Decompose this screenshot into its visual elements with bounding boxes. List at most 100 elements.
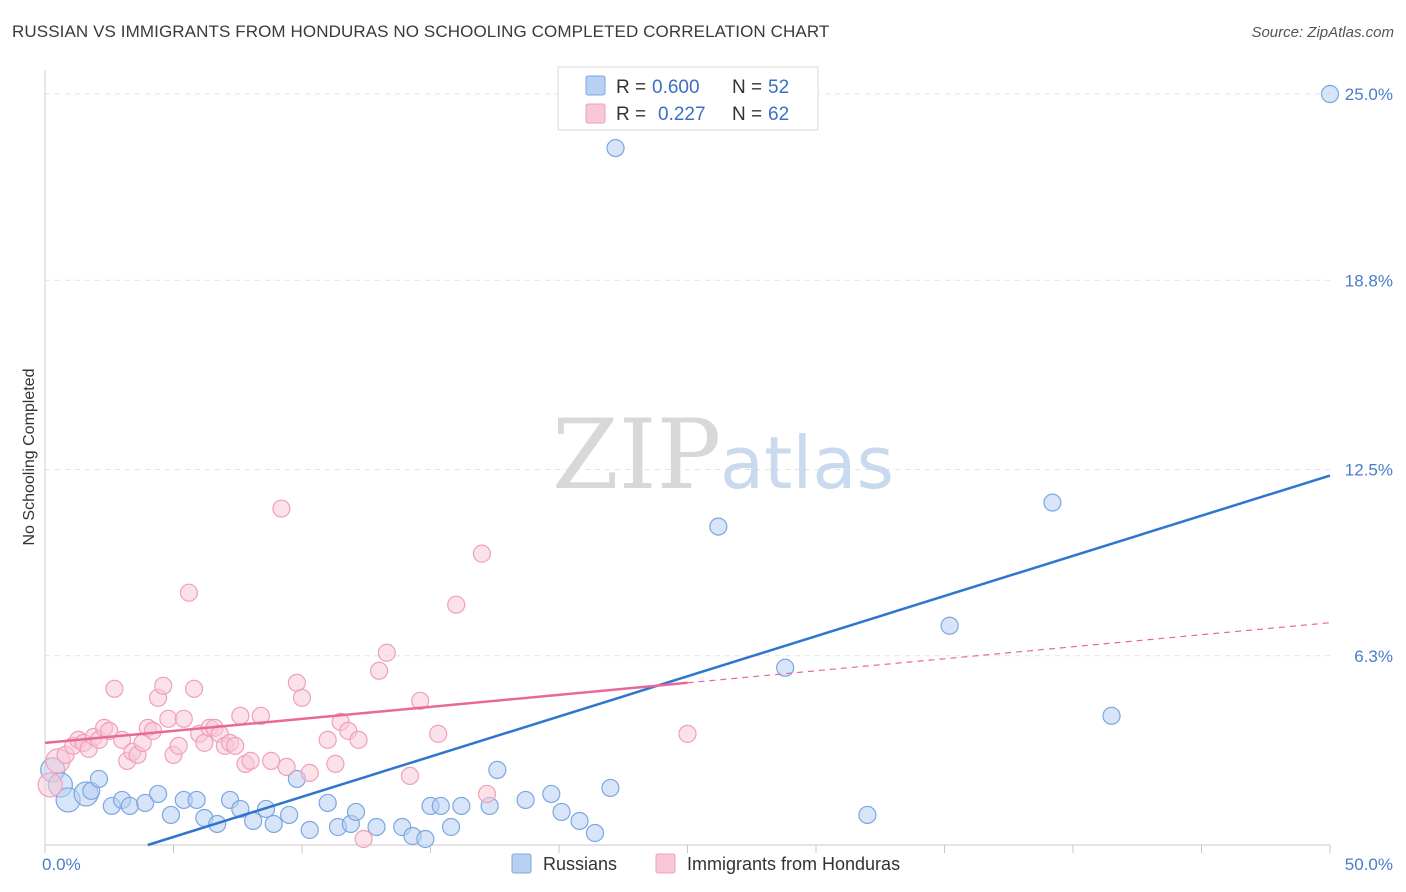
- legend-r-value-2: 0.227: [658, 104, 706, 125]
- russians-point-44: [606, 139, 625, 158]
- russians-point-40: [552, 802, 571, 822]
- source-label: Source: ZipAtlas.com: [1251, 24, 1394, 41]
- honduras-point-51: [370, 661, 389, 680]
- honduras-point-59: [678, 724, 697, 743]
- honduras-point-53: [400, 766, 420, 786]
- russians-point-45: [709, 517, 728, 536]
- legend-n-value-1: 52: [768, 77, 789, 98]
- y-tick-label-0: 6.3%: [1354, 647, 1393, 666]
- honduras-point-44: [300, 763, 319, 783]
- honduras-point-34: [226, 736, 245, 755]
- russians-point-28: [367, 817, 386, 837]
- bottom-legend-russians: Russians: [543, 854, 617, 874]
- honduras-point-52: [377, 643, 396, 662]
- honduras-point-56: [447, 595, 466, 614]
- russians-point-17: [231, 799, 250, 819]
- legend-box: R = 0.600 N = 52 R = 0.227 N = 62: [557, 66, 819, 131]
- honduras-point-28: [195, 733, 214, 752]
- honduras-point-45: [318, 730, 337, 749]
- honduras-point-26: [184, 679, 204, 698]
- russians-point-46: [776, 658, 795, 677]
- honduras-point-24: [174, 709, 193, 728]
- honduras-point-50: [354, 829, 373, 849]
- data-points: [37, 84, 1340, 849]
- honduras-trend-line: [44, 681, 688, 745]
- honduras-trend-extension: [687, 622, 1331, 684]
- legend-swatch-russians: [585, 75, 606, 96]
- honduras-point-10: [100, 721, 119, 740]
- honduras-point-35: [231, 706, 250, 725]
- honduras-point-25: [179, 583, 199, 602]
- chart-title: RUSSIAN VS IMMIGRANTS FROM HONDURAS NO S…: [12, 22, 830, 41]
- russians-point-23: [300, 820, 319, 840]
- russians-point-10: [148, 784, 168, 804]
- russians-point-38: [516, 790, 535, 810]
- watermark-atlas: atlas: [720, 421, 894, 505]
- honduras-point-54: [411, 691, 430, 710]
- honduras-point-21: [159, 709, 178, 728]
- bottom-legend-swatch-russians: [511, 853, 532, 874]
- russians-point-9: [136, 793, 155, 813]
- legend-n-value-2: 62: [768, 104, 789, 125]
- honduras-point-43: [292, 688, 312, 707]
- russians-point-41: [570, 811, 589, 831]
- watermark-zip: ZIP: [552, 399, 721, 511]
- russians-point-13: [187, 790, 206, 810]
- honduras-point-41: [277, 757, 296, 776]
- honduras-point-38: [251, 706, 270, 725]
- russians-point-20: [264, 814, 283, 834]
- bottom-legend-swatch-honduras: [655, 853, 676, 874]
- legend-n-label-2: N =: [732, 104, 762, 125]
- russians-point-33: [431, 796, 450, 816]
- russians-point-49: [1043, 493, 1062, 512]
- russians-point-34: [441, 817, 461, 837]
- legend-r-label-1: R =: [616, 77, 646, 98]
- russians-point-27: [346, 802, 366, 822]
- russians-point-37: [488, 760, 507, 780]
- russians-point-21: [280, 805, 299, 825]
- honduras-point-39: [262, 751, 281, 770]
- legend-r-label-2: R =: [616, 104, 646, 125]
- russians-point-5: [89, 769, 109, 789]
- y-tick-label-3: 25.0%: [1345, 85, 1393, 104]
- x-tick-labels: 0.0% 50.0%: [42, 855, 1393, 874]
- russians-point-51: [1320, 84, 1340, 104]
- y-tick-labels: 6.3% 12.5% 18.8% 25.0%: [1345, 85, 1393, 666]
- legend-swatch-honduras: [585, 103, 606, 124]
- x-tick-label-1: 50.0%: [1345, 855, 1393, 874]
- russians-point-24: [318, 793, 337, 813]
- trend-lines: [44, 474, 1331, 847]
- honduras-point-46: [326, 754, 345, 773]
- honduras-point-55: [429, 724, 448, 743]
- honduras-point-20: [154, 676, 173, 695]
- grid: [45, 93, 1330, 657]
- honduras-point-37: [241, 751, 260, 770]
- russians-point-31: [416, 829, 435, 849]
- honduras-point-23: [169, 736, 188, 755]
- honduras-point-18: [143, 721, 163, 740]
- russians-point-42: [585, 823, 605, 843]
- russians-point-35: [452, 796, 471, 816]
- x-tick-label-0: 0.0%: [42, 855, 81, 874]
- russians-point-11: [161, 805, 181, 825]
- bottom-legend: Russians Immigrants from Honduras: [511, 853, 900, 874]
- y-tick-label-2: 18.8%: [1345, 271, 1393, 290]
- honduras-point-58: [477, 784, 497, 804]
- honduras-point-0: [37, 772, 63, 798]
- russians-point-47: [858, 805, 877, 825]
- honduras-point-49: [349, 730, 368, 749]
- honduras-point-57: [472, 544, 491, 563]
- russians-point-39: [542, 784, 561, 804]
- russians-trend-line: [147, 474, 1331, 847]
- y-tick-label-1: 12.5%: [1345, 461, 1393, 480]
- honduras-point-40: [272, 499, 291, 518]
- honduras-point-11: [105, 679, 124, 698]
- bottom-legend-honduras: Immigrants from Honduras: [687, 854, 900, 874]
- russians-point-48: [940, 616, 959, 635]
- legend-r-value-1: 0.600: [652, 77, 700, 98]
- russians-point-8: [120, 796, 139, 816]
- russians-point-43: [601, 778, 620, 798]
- russians-point-50: [1102, 706, 1121, 725]
- legend-n-label-1: N =: [732, 77, 762, 98]
